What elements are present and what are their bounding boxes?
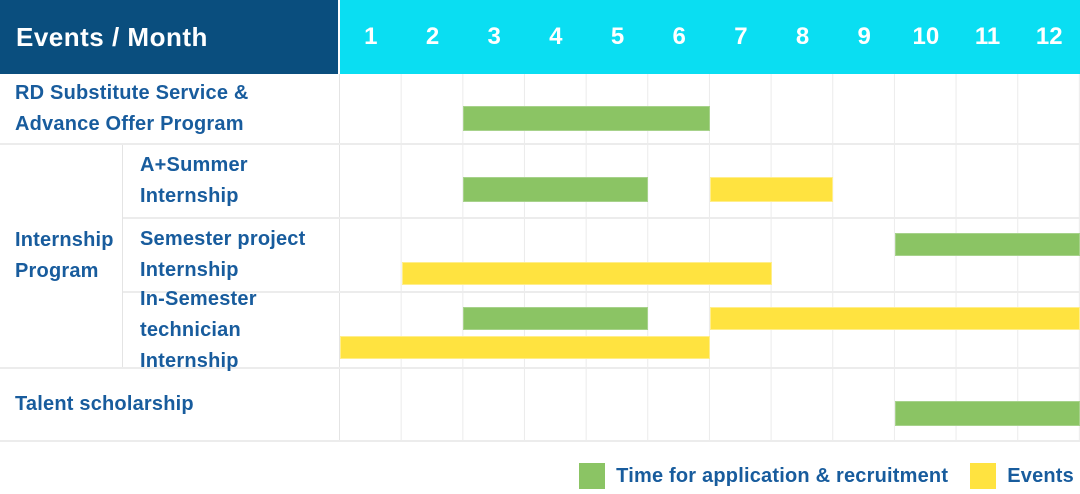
- legend-label-events: Events: [1007, 464, 1074, 487]
- month-label-9: 9: [857, 23, 871, 50]
- bar-events-m2-m7: [401, 262, 772, 285]
- month-label-6: 6: [672, 23, 686, 50]
- label-line: technician Internship: [140, 318, 241, 372]
- month-label-11: 11: [974, 23, 1001, 50]
- timeline-cell-a-summer-internship: [340, 145, 1080, 217]
- label-line: Internship: [15, 229, 114, 251]
- month-label-10: 10: [912, 23, 940, 50]
- bar-events-m7-m12: [710, 307, 1080, 330]
- event-row-talent-scholarship: Talent scholarship: [0, 369, 1080, 442]
- month-label-2: 2: [425, 23, 440, 50]
- label-line: Advance Offer Program: [15, 112, 244, 135]
- event-row-semester-project-internship: Semester project Internship: [123, 219, 1080, 293]
- timeline-cell-talent-scholarship: [340, 369, 1080, 440]
- events-month-header-title: Events / Month: [0, 0, 340, 74]
- legend-swatch-events: [970, 463, 997, 489]
- month-label-7: 7: [734, 23, 748, 50]
- bar-recruitment-m3-m5: [463, 177, 649, 202]
- timeline-cell-in-semester-technician-internship: [340, 293, 1080, 367]
- table-header-row: Events / Month 1 2 3 4 5 6 7 8 9 10 11 12: [0, 0, 1080, 74]
- internship-program-sub-rows: A+Summer Internship Semester project Intern…: [123, 145, 1080, 372]
- month-label-4: 4: [549, 23, 563, 50]
- label-line: In-Semester: [140, 287, 257, 310]
- bar-recruitment-m10-m12: [895, 401, 1080, 426]
- event-label-semester-project-internship: Semester project Internship: [123, 219, 340, 291]
- group-row-internship-program: Internship Program A+Summer Internship Semes…: [0, 145, 1080, 372]
- event-label-talent-scholarship: Talent scholarship: [0, 369, 340, 440]
- label-line: Internship: [140, 259, 239, 281]
- event-label-rd-substitute-service-advance-offer-program: RD Substitute Service & Advance Offer Pro…: [0, 74, 340, 143]
- event-label-a-summer-internship: A+Summer Internship: [123, 145, 340, 217]
- legend-swatch-recruitment: [579, 463, 606, 489]
- month-label-1: 1: [364, 23, 378, 50]
- legend-item-recruitment: Time for application & recruitment: [579, 463, 948, 489]
- bar-events-m1-m6: [340, 336, 710, 359]
- timeline-cell-rd-substitute-service-advance-offer-program: [340, 74, 1080, 143]
- legend-item-events: Events: [970, 463, 1074, 489]
- label-line: Program: [15, 260, 99, 282]
- month-label-5: 5: [610, 23, 625, 50]
- bar-events-m7-m8: [710, 177, 834, 202]
- legend: Time for application & recruitment Events: [0, 442, 1080, 494]
- event-row-rd-substitute-service-advance-offer-program: RD Substitute Service & Advance Offer Pro…: [0, 74, 1080, 145]
- event-row-in-semester-technician-internship: In-Semester technician Internship: [123, 288, 1080, 372]
- label-line: RD Substitute Service &: [15, 81, 249, 104]
- event-label-in-semester-technician-internship: In-Semester technician Internship: [123, 288, 340, 372]
- bar-recruitment-m3-m6: [463, 106, 710, 131]
- month-label-12: 12: [1035, 23, 1063, 50]
- bar-recruitment-m3-m5: [463, 307, 649, 330]
- group-label-internship-program: Internship Program: [0, 145, 123, 367]
- label-line: Internship: [140, 185, 239, 207]
- label-line: Semester project: [140, 228, 306, 250]
- label-line: Talent scholarship: [15, 393, 194, 415]
- event-row-a-summer-internship: A+Summer Internship: [123, 145, 1080, 219]
- month-label-8: 8: [795, 23, 810, 50]
- bar-recruitment-m10-m12: [895, 233, 1080, 256]
- legend-label-recruitment: Time for application & recruitment: [616, 464, 949, 487]
- month-label-3: 3: [487, 23, 501, 50]
- table-body: RD Substitute Service & Advance Offer Pro…: [0, 74, 1080, 442]
- label-line: A+Summer: [140, 154, 248, 176]
- timeline-cell-semester-project-internship: [340, 219, 1080, 291]
- month-header-strip: 1 2 3 4 5 6 7 8 9 10 11 12: [340, 0, 1080, 74]
